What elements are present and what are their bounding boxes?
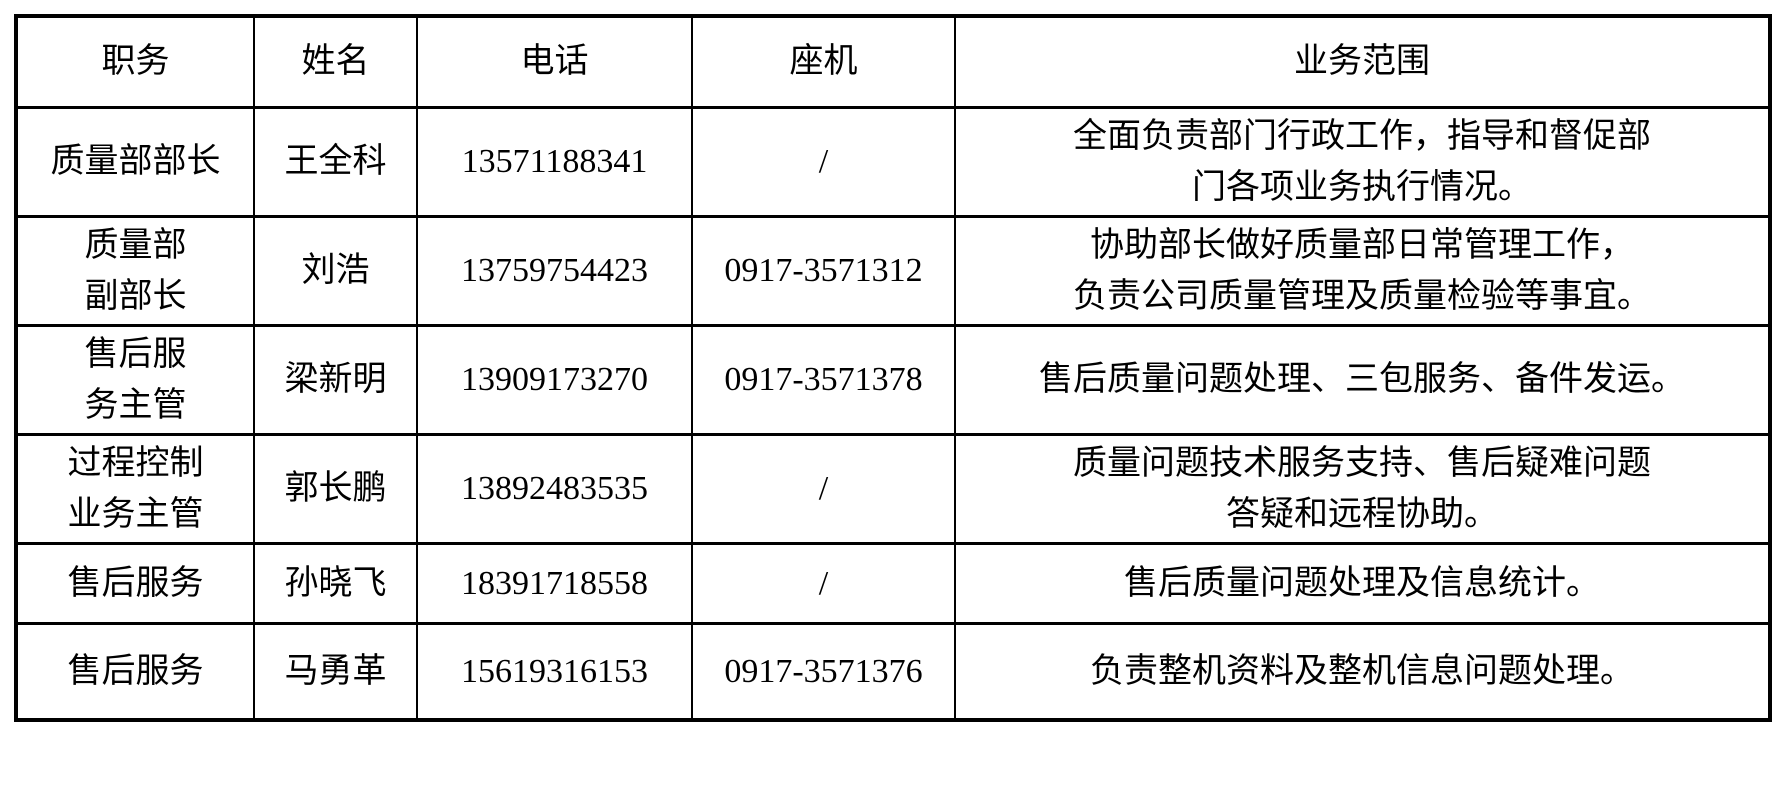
phone-cell: 18391718558 xyxy=(416,541,693,625)
phone-cell: 15619316153 xyxy=(416,621,693,722)
landline-cell: 0917-3571378 xyxy=(691,323,956,436)
position-cell: 过程控制 业务主管 xyxy=(14,432,255,545)
position-cell: 售后服务 xyxy=(14,541,255,625)
name-cell: 王全科 xyxy=(253,105,418,218)
landline-cell: 0917-3571376 xyxy=(691,621,956,722)
table-row: 质量部 副部长 刘浩 13759754423 0917-3571312 协助部长… xyxy=(14,214,1772,327)
header-phone: 电话 xyxy=(416,14,693,109)
table-row: 售后服务 马勇革 15619316153 0917-3571376 负责整机资料… xyxy=(14,621,1772,722)
phone-cell: 13571188341 xyxy=(416,105,693,218)
name-cell: 郭长鹏 xyxy=(253,432,418,545)
scope-cell: 全面负责部门行政工作，指导和督促部 门各项业务执行情况。 xyxy=(954,105,1772,218)
position-cell: 质量部部长 xyxy=(14,105,255,218)
table-row: 售后服务 孙晓飞 18391718558 / 售后质量问题处理及信息统计。 xyxy=(14,541,1772,625)
scope-cell: 售后质量问题处理、三包服务、备件发运。 xyxy=(954,323,1772,436)
header-landline: 座机 xyxy=(691,14,956,109)
table-row: 质量部部长 王全科 13571188341 / 全面负责部门行政工作，指导和督促… xyxy=(14,105,1772,218)
phone-cell: 13892483535 xyxy=(416,432,693,545)
scope-cell: 协助部长做好质量部日常管理工作， 负责公司质量管理及质量检验等事宜。 xyxy=(954,214,1772,327)
landline-cell: 0917-3571312 xyxy=(691,214,956,327)
scope-cell: 负责整机资料及整机信息问题处理。 xyxy=(954,621,1772,722)
table-row: 售后服 务主管 梁新明 13909173270 0917-3571378 售后质… xyxy=(14,323,1772,436)
landline-cell: / xyxy=(691,432,956,545)
name-cell: 孙晓飞 xyxy=(253,541,418,625)
landline-cell: / xyxy=(691,541,956,625)
scope-cell: 售后质量问题处理及信息统计。 xyxy=(954,541,1772,625)
phone-cell: 13759754423 xyxy=(416,214,693,327)
position-cell: 质量部 副部长 xyxy=(14,214,255,327)
position-cell: 售后服务 xyxy=(14,621,255,722)
contact-table: 职务 姓名 电话 座机 业务范围 质量部部长 王全科 13571188341 /… xyxy=(14,14,1772,722)
header-scope: 业务范围 xyxy=(954,14,1772,109)
header-row: 职务 姓名 电话 座机 业务范围 xyxy=(14,14,1772,109)
header-position: 职务 xyxy=(14,14,255,109)
name-cell: 马勇革 xyxy=(253,621,418,722)
name-cell: 刘浩 xyxy=(253,214,418,327)
position-cell: 售后服 务主管 xyxy=(14,323,255,436)
header-name: 姓名 xyxy=(253,14,418,109)
scope-cell: 质量问题技术服务支持、售后疑难问题 答疑和远程协助。 xyxy=(954,432,1772,545)
name-cell: 梁新明 xyxy=(253,323,418,436)
table-row: 过程控制 业务主管 郭长鹏 13892483535 / 质量问题技术服务支持、售… xyxy=(14,432,1772,545)
landline-cell: / xyxy=(691,105,956,218)
phone-cell: 13909173270 xyxy=(416,323,693,436)
